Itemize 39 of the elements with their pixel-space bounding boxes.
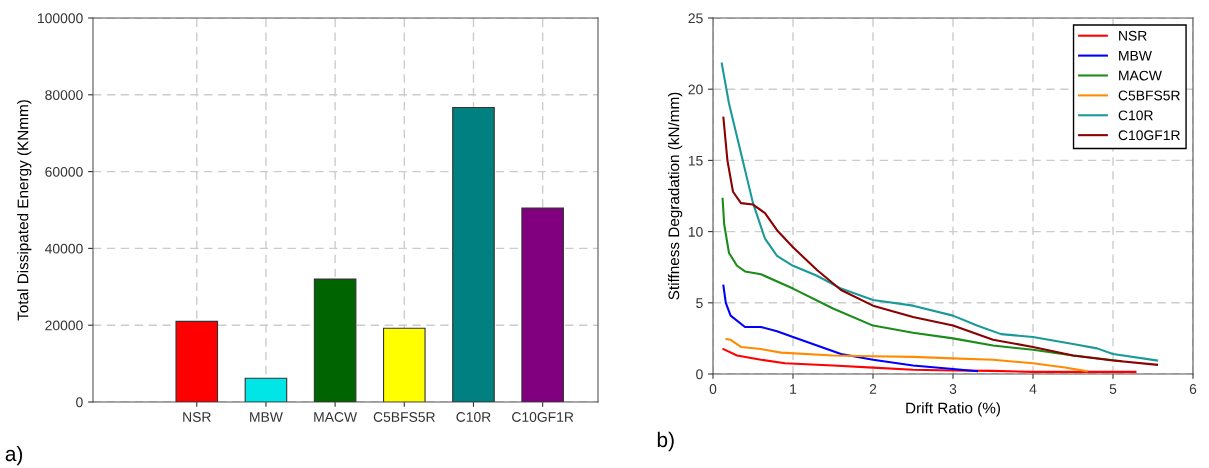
legend-label: NSR: [1119, 30, 1147, 41]
text: b): [657, 431, 674, 452]
y-axis-title: Stiffness Degradation (kN/mm): [668, 92, 683, 300]
x-tick-label: C10GF1R: [512, 412, 574, 422]
y-tick-label: 40000: [44, 243, 83, 254]
y-tick-label: 80000: [45, 90, 83, 100]
y-tick-label: 0: [76, 397, 83, 408]
y-axis-title: Total Dissipated Energy (KNmm): [17, 100, 32, 321]
x-tick-label: MACW: [314, 412, 358, 422]
y-tick-label: 100000: [38, 13, 83, 24]
x-tick-label: 5: [1109, 384, 1117, 394]
legend-label: C10GF1R: [1118, 130, 1180, 141]
x-axis-title: Drift Ratio (%): [906, 402, 1001, 417]
x-tick-label: C10R: [456, 412, 491, 422]
legend-label: C10R: [1118, 110, 1153, 121]
x-tick-label: 3: [949, 384, 957, 394]
x-tick-label: 1: [790, 384, 797, 394]
y-tick-label: 0: [696, 369, 703, 380]
line-series: [722, 284, 979, 373]
x-tick-label: 2: [869, 384, 877, 394]
y-tick-label: 20: [688, 84, 703, 95]
x-tick-label: 6: [1189, 384, 1197, 394]
text: a): [5, 445, 23, 466]
line-series: [725, 338, 1088, 373]
y-tick-label: 10: [688, 226, 703, 237]
y-tick-label: 20000: [45, 320, 83, 331]
line-series: [722, 348, 1137, 373]
y-tick-label: 5: [696, 298, 703, 308]
x-tick-label: MBW: [250, 412, 283, 422]
x-tick-label: 4: [1029, 384, 1037, 394]
y-tick-label: 25: [688, 13, 703, 24]
legend-label: MBW: [1119, 50, 1152, 61]
x-tick-label: NSR: [183, 412, 211, 422]
y-tick-label: 60000: [45, 166, 83, 177]
legend-label: MACW: [1119, 70, 1162, 81]
legend-label: C5BFS5R: [1118, 90, 1180, 101]
x-tick-label: C5BFS5R: [373, 412, 435, 422]
x-tick-label: 0: [709, 384, 717, 394]
y-tick-label: 15: [688, 155, 703, 166]
